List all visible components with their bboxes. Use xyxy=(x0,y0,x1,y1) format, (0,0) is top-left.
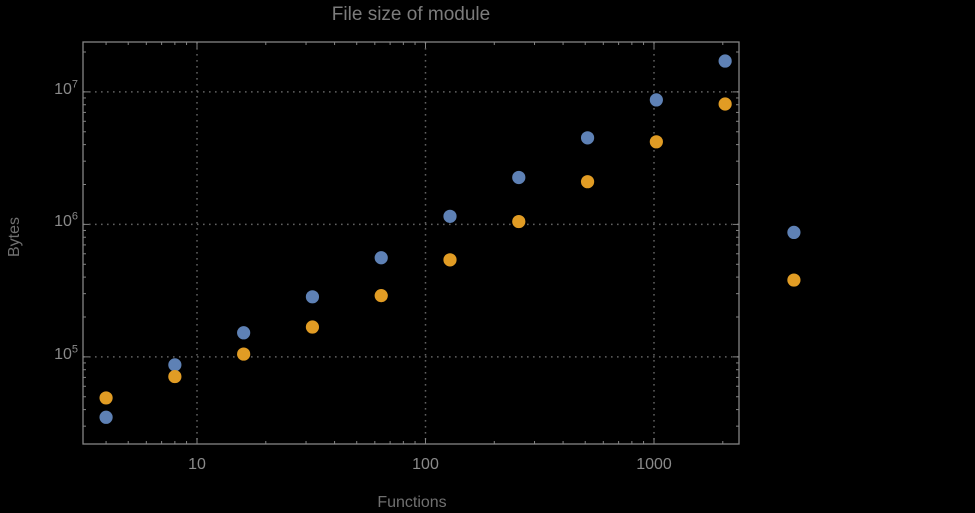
data-point-blue xyxy=(374,251,388,265)
data-point-orange xyxy=(580,175,595,189)
data-point-blue xyxy=(787,225,801,239)
y-tick-exponent: 5 xyxy=(71,343,78,356)
x-tick-label: 100 xyxy=(412,456,439,473)
data-point-orange xyxy=(787,273,801,287)
data-point-orange xyxy=(237,347,251,361)
data-point-blue xyxy=(649,93,663,107)
data-point-orange xyxy=(443,253,457,267)
y-tick-exponent: 6 xyxy=(71,211,78,224)
y-tick-base: 10 xyxy=(54,345,72,363)
y-tick-label: 107 xyxy=(0,78,78,99)
data-point-orange xyxy=(374,289,388,303)
data-point-orange xyxy=(512,214,526,229)
data-point-orange xyxy=(305,320,320,334)
data-point-orange xyxy=(649,135,663,149)
chart-title: File size of module xyxy=(331,4,491,25)
x-axis-label: Functions xyxy=(377,494,447,511)
data-point-blue xyxy=(237,326,251,340)
data-point-blue xyxy=(512,170,526,185)
y-tick-base: 10 xyxy=(54,213,72,231)
data-point-orange xyxy=(168,369,182,384)
y-axis-label: Bytes xyxy=(6,216,23,258)
y-tick-base: 10 xyxy=(54,80,72,98)
y-tick-exponent: 7 xyxy=(71,78,78,91)
y-tick-label: 105 xyxy=(0,343,78,364)
x-tick-label: 10 xyxy=(188,456,206,473)
data-point-orange xyxy=(99,391,113,405)
data-point-blue xyxy=(99,410,113,424)
data-point-blue xyxy=(305,290,320,304)
data-point-blue xyxy=(580,131,595,145)
data-point-blue xyxy=(718,54,732,68)
data-point-orange xyxy=(718,97,732,111)
y-tick-label: 106 xyxy=(0,211,78,231)
plot-frame xyxy=(82,41,740,445)
data-point-blue xyxy=(168,358,182,372)
x-tick-label: 1000 xyxy=(636,456,672,473)
data-point-blue xyxy=(443,209,457,223)
